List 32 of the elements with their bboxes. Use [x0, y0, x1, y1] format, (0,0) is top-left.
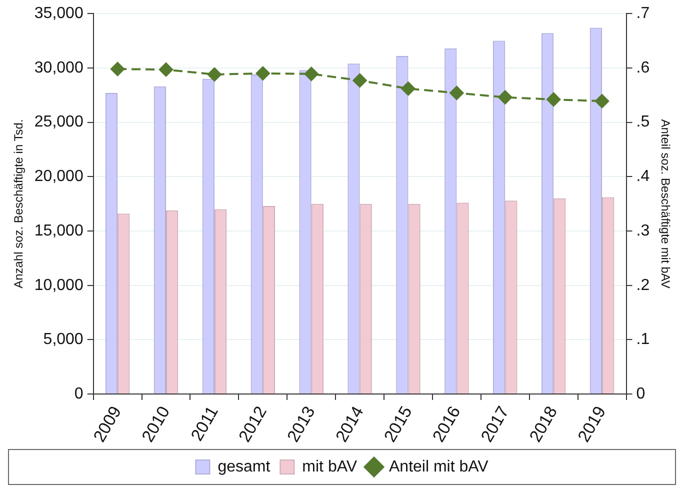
- y-tick-label: 0: [74, 385, 84, 402]
- y-tick-label: 20,000: [34, 168, 84, 186]
- y-tick-label: 25,000: [34, 114, 84, 131]
- y-axis-title: Anzahl soz. Beschäftigte in Tsd.: [12, 119, 26, 288]
- legend-label: Anteil mit bAV: [389, 458, 489, 476]
- y-tick-label: 10,000: [34, 276, 84, 294]
- legend-label: mit bAV: [302, 458, 358, 476]
- point: [546, 92, 561, 106]
- y2-tick-label: .4: [636, 168, 650, 186]
- point: [401, 82, 416, 96]
- legend-label: gesamt: [218, 458, 271, 476]
- y-tick-label: 35,000: [34, 5, 84, 22]
- y2-tick-label: .5: [636, 114, 650, 131]
- point: [207, 67, 222, 82]
- y2-tick-label: .1: [636, 331, 650, 348]
- y2-tick-label: .6: [636, 59, 650, 76]
- point: [595, 94, 610, 108]
- y2-axis-title: Anteil soz. Beschäftigte mit bAV: [658, 119, 672, 288]
- point: [450, 86, 464, 100]
- y2-tick-label: .3: [636, 222, 650, 240]
- point: [498, 90, 512, 104]
- point: [304, 66, 318, 81]
- y2-tick-label: 0: [636, 385, 646, 402]
- y2-tick-label: .7: [636, 5, 650, 22]
- point: [352, 73, 367, 88]
- point: [256, 66, 270, 80]
- point: [110, 62, 125, 76]
- y-tick-label: 5,000: [43, 331, 84, 348]
- y-tick-label: 15,000: [34, 222, 84, 240]
- y-tick-label: 30,000: [34, 59, 84, 76]
- point: [159, 62, 174, 77]
- y2-tick-label: .2: [636, 276, 650, 294]
